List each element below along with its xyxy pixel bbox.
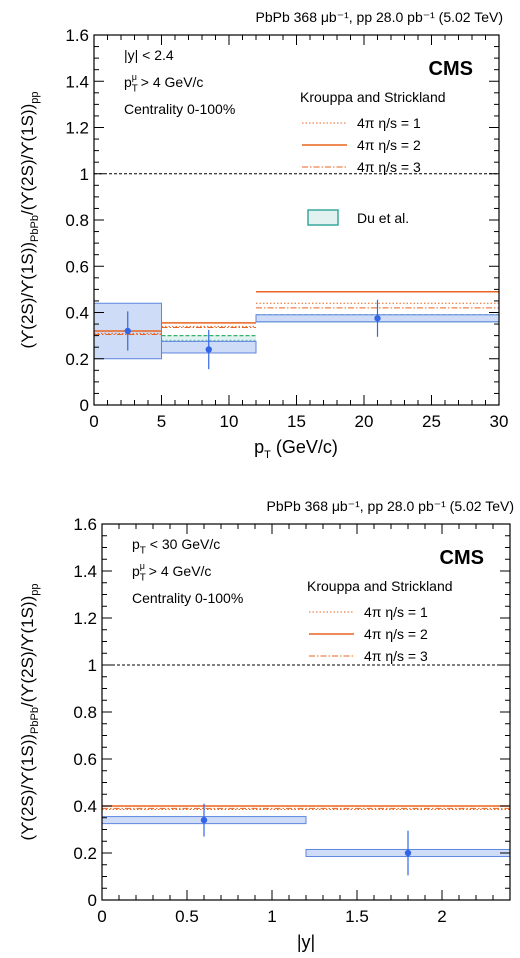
x-tick-label: 1 xyxy=(267,907,276,926)
cut-label: pTμ > 4 GeV/c xyxy=(132,561,211,584)
x-tick-label: 15 xyxy=(287,412,306,431)
cms-label: CMS xyxy=(429,58,473,80)
cut-label: Centrality 0-100% xyxy=(124,101,235,117)
data-point xyxy=(374,315,381,322)
y-axis-label: (ϒ(2S)/ϒ(1S))PbPb/(ϒ(2S)/ϒ(1S))pp​ xyxy=(18,92,41,349)
x-tick-label: 1.5 xyxy=(345,907,369,926)
y-tick-label: 0.6 xyxy=(65,257,89,276)
cut-label: pT < 30 GeV/c xyxy=(132,536,220,557)
x-tick-label: 0.5 xyxy=(175,907,199,926)
y-tick-label: 0.8 xyxy=(73,703,97,722)
data-point xyxy=(124,327,131,335)
y-tick-label: 0 xyxy=(88,891,97,910)
legend-title: Krouppa and Strickland xyxy=(307,578,453,594)
x-axis-label: |y| xyxy=(297,932,315,952)
legend-entry: 4π η/s = 2 xyxy=(364,626,428,642)
y-tick-label: 0.6 xyxy=(73,750,97,769)
legend-entry: 4π η/s = 1 xyxy=(364,604,428,620)
y-tick-label: 1.6 xyxy=(65,26,89,45)
legend-entry: 4π η/s = 3 xyxy=(364,648,428,664)
x-tick-label: 2 xyxy=(437,907,446,926)
x-tick-label: 25 xyxy=(422,412,441,431)
x-axis-label: pT (GeV/c) xyxy=(254,437,338,461)
x-tick-label: 10 xyxy=(220,412,239,431)
y-tick-label: 1.4 xyxy=(73,562,97,581)
cut-label: pTμ > 4 GeV/c xyxy=(124,72,203,95)
legend-entry: 4π η/s = 1 xyxy=(357,115,421,131)
data-point xyxy=(205,346,212,353)
x-tick-label: 0 xyxy=(89,412,98,431)
x-tick-label: 5 xyxy=(157,412,166,431)
y-tick-label: 0.2 xyxy=(65,350,89,369)
legend-entry: Du et al. xyxy=(357,210,409,226)
x-tick-label: 20 xyxy=(355,412,374,431)
y-tick-label: 1 xyxy=(80,165,89,184)
legend-du-swatch xyxy=(307,209,339,226)
data-point xyxy=(404,849,412,857)
y-axis-label: (ϒ(2S)/ϒ(1S))PbPb/(ϒ(2S)/ϒ(1S))pp​ xyxy=(18,584,41,841)
header-label: PbPb 368 μb⁻¹, pp 28.0 pb⁻¹ (5.02 TeV) xyxy=(255,9,503,25)
y-tick-label: 0.4 xyxy=(65,304,89,323)
legend-title: Krouppa and Strickland xyxy=(300,89,446,105)
y-tick-label: 0 xyxy=(80,396,89,415)
y-tick-label: 1.2 xyxy=(65,119,89,138)
pt-dependence-chart: PbPb 368 μb⁻¹, pp 28.0 pb⁻¹ (5.02 TeV)00… xyxy=(18,9,509,461)
y-tick-label: 0.4 xyxy=(73,797,97,816)
cut-label: Centrality 0-100% xyxy=(132,590,243,606)
legend-entry: 4π η/s = 3 xyxy=(357,159,421,175)
legend-entry: 4π η/s = 2 xyxy=(357,137,421,153)
y-tick-label: 0.2 xyxy=(73,844,97,863)
cms-label: CMS xyxy=(440,547,484,569)
x-tick-label: 0 xyxy=(97,907,106,926)
cut-label: |y| < 2.4 xyxy=(124,47,174,63)
y-tick-label: 1.2 xyxy=(73,609,97,628)
y-tick-label: 1.6 xyxy=(73,515,97,534)
data-point xyxy=(200,816,208,824)
y-tick-label: 1 xyxy=(88,656,97,675)
x-tick-label: 30 xyxy=(490,412,509,431)
rapidity-dependence-chart: PbPb 368 μb⁻¹, pp 28.0 pb⁻¹ (5.02 TeV)00… xyxy=(18,498,514,952)
y-tick-label: 1.4 xyxy=(65,72,89,91)
y-tick-label: 0.8 xyxy=(65,211,89,230)
header-label: PbPb 368 μb⁻¹, pp 28.0 pb⁻¹ (5.02 TeV) xyxy=(266,498,514,514)
